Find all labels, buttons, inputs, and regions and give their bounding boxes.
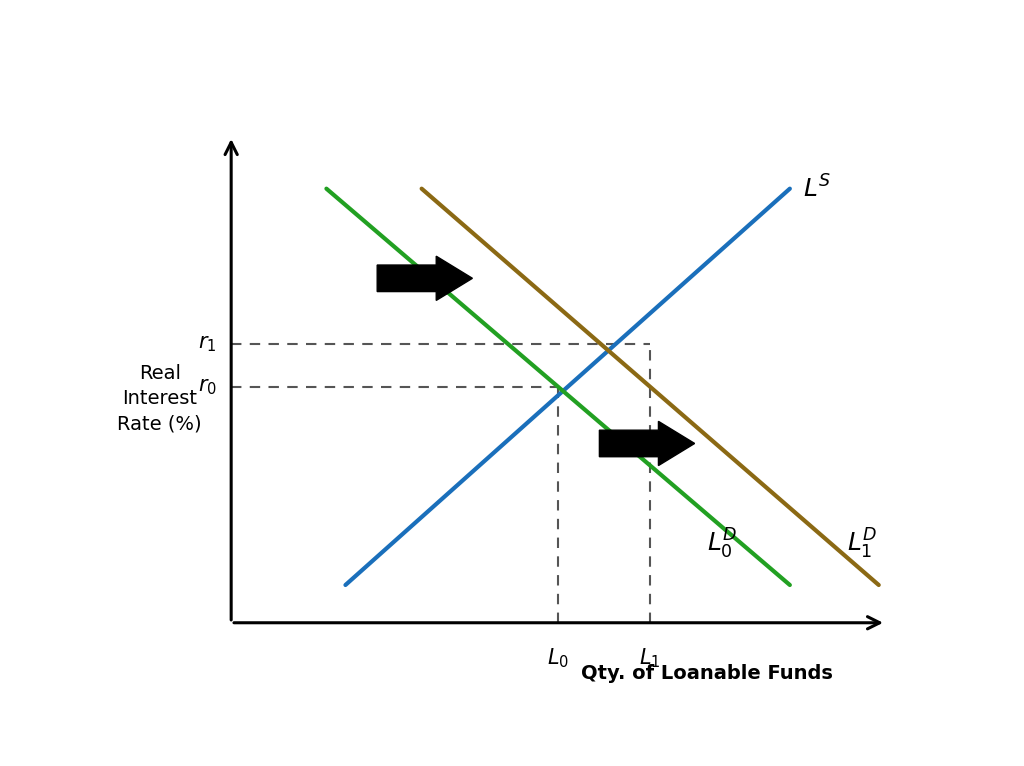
Text: $r_0$: $r_0$ <box>198 377 217 397</box>
FancyArrow shape <box>377 256 472 300</box>
Text: $L_1$: $L_1$ <box>639 647 660 670</box>
Text: Qty. of Loanable Funds: Qty. of Loanable Funds <box>582 664 834 683</box>
Text: $L^S$: $L^S$ <box>803 175 830 202</box>
Text: Real
Interest
Rate (%): Real Interest Rate (%) <box>118 364 202 433</box>
Text: $L_0$: $L_0$ <box>547 647 569 670</box>
Text: $L^D_1$: $L^D_1$ <box>847 527 878 561</box>
Text: $L^D_0$: $L^D_0$ <box>708 527 737 561</box>
FancyArrow shape <box>599 421 694 466</box>
Text: $r_1$: $r_1$ <box>199 335 217 355</box>
